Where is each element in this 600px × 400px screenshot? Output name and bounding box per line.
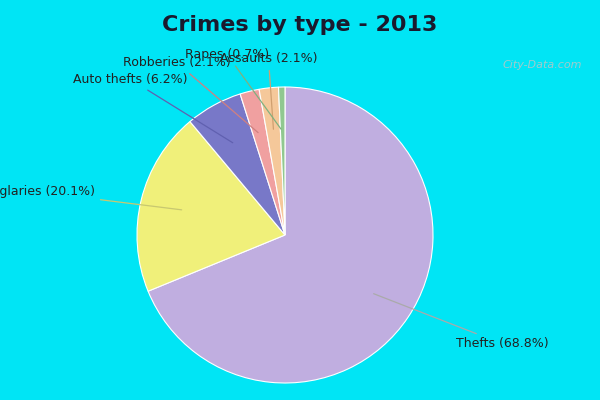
Text: Thefts (68.8%): Thefts (68.8%) bbox=[374, 294, 549, 350]
Text: Assaults (2.1%): Assaults (2.1%) bbox=[220, 52, 317, 129]
Wedge shape bbox=[137, 122, 285, 291]
Wedge shape bbox=[240, 89, 285, 235]
Text: Burglaries (20.1%): Burglaries (20.1%) bbox=[0, 185, 182, 210]
Text: Robberies (2.1%): Robberies (2.1%) bbox=[123, 56, 258, 133]
Text: Crimes by type - 2013: Crimes by type - 2013 bbox=[163, 15, 437, 35]
Wedge shape bbox=[259, 87, 285, 235]
Wedge shape bbox=[278, 87, 285, 235]
Text: City-Data.com: City-Data.com bbox=[503, 60, 582, 70]
Text: Rapes (0.7%): Rapes (0.7%) bbox=[185, 48, 281, 129]
Wedge shape bbox=[190, 94, 285, 235]
Wedge shape bbox=[148, 87, 433, 383]
Text: Auto thefts (6.2%): Auto thefts (6.2%) bbox=[73, 73, 233, 143]
